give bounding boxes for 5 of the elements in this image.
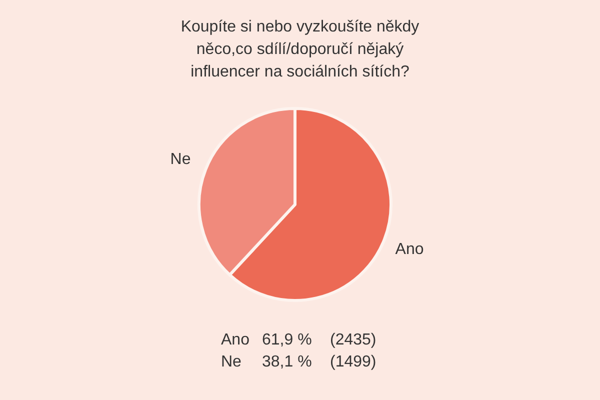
slice-label: Ano (395, 240, 424, 258)
text: Ne 38,1 % (1499) (221, 353, 376, 370)
chart-title: Koupíte si nebo vyzkoušíte někdy něco,co sdílí/doporučí nějaký influencer na sociálních sítích? (180, 18, 420, 80)
text: Ano 61,9 % (2435) (221, 331, 376, 348)
slice-label: Ne (170, 150, 191, 168)
